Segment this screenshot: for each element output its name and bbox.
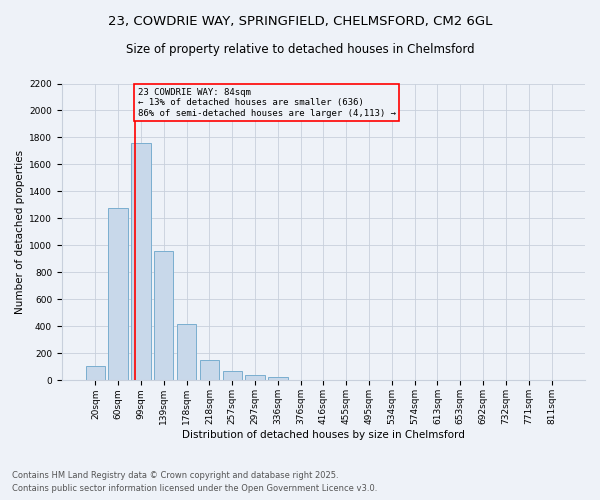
Bar: [131, 143, 151, 380]
Bar: [154, 251, 173, 380]
Text: 23, COWDRIE WAY, SPRINGFIELD, CHELMSFORD, CM2 6GL: 23, COWDRIE WAY, SPRINGFIELD, CHELMSFORD…: [108, 15, 492, 28]
Bar: [245, 375, 265, 380]
Y-axis label: Number of detached properties: Number of detached properties: [15, 150, 25, 314]
Bar: [177, 324, 196, 380]
Bar: [268, 378, 287, 380]
Bar: [109, 208, 128, 380]
Text: Contains public sector information licensed under the Open Government Licence v3: Contains public sector information licen…: [12, 484, 377, 493]
X-axis label: Distribution of detached houses by size in Chelmsford: Distribution of detached houses by size …: [182, 430, 465, 440]
Text: Contains HM Land Registry data © Crown copyright and database right 2025.: Contains HM Land Registry data © Crown c…: [12, 470, 338, 480]
Text: 23 COWDRIE WAY: 84sqm
← 13% of detached houses are smaller (636)
86% of semi-det: 23 COWDRIE WAY: 84sqm ← 13% of detached …: [137, 88, 395, 118]
Bar: [200, 360, 219, 380]
Bar: [86, 366, 105, 380]
Bar: [223, 371, 242, 380]
Text: Size of property relative to detached houses in Chelmsford: Size of property relative to detached ho…: [125, 42, 475, 56]
